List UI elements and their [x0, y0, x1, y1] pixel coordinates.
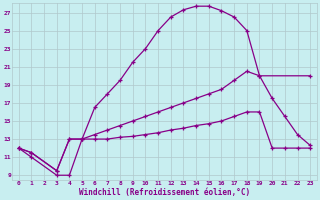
X-axis label: Windchill (Refroidissement éolien,°C): Windchill (Refroidissement éolien,°C) — [79, 188, 250, 197]
